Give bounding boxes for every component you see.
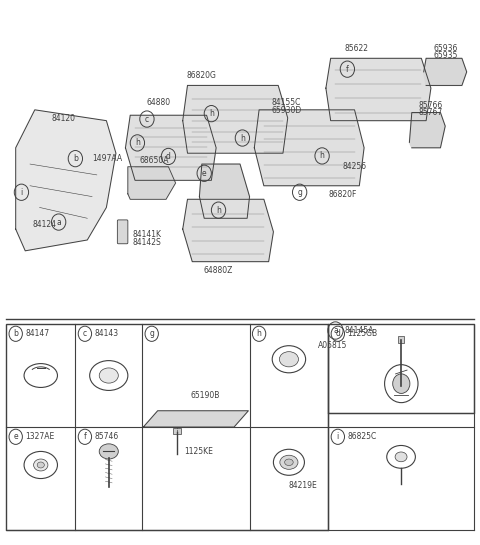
Text: 68650A: 68650A bbox=[140, 156, 169, 165]
Polygon shape bbox=[424, 58, 467, 86]
Ellipse shape bbox=[99, 368, 118, 383]
Polygon shape bbox=[125, 115, 216, 180]
Text: 1125KE: 1125KE bbox=[184, 447, 213, 456]
Text: 84219E: 84219E bbox=[289, 481, 318, 490]
Text: 1327AE: 1327AE bbox=[25, 432, 55, 441]
Polygon shape bbox=[326, 58, 431, 120]
Text: h: h bbox=[216, 205, 221, 215]
Text: a: a bbox=[333, 326, 338, 335]
Polygon shape bbox=[144, 411, 248, 427]
Text: d: d bbox=[336, 329, 340, 338]
Text: e: e bbox=[202, 169, 206, 178]
Text: f: f bbox=[84, 432, 86, 441]
Text: g: g bbox=[149, 329, 154, 338]
Text: h: h bbox=[240, 134, 245, 143]
Text: 64880Z: 64880Z bbox=[204, 266, 233, 275]
Text: 84147: 84147 bbox=[25, 329, 49, 338]
Text: 84256: 84256 bbox=[343, 162, 367, 171]
Text: i: i bbox=[336, 432, 339, 441]
Text: 85767: 85767 bbox=[419, 108, 443, 117]
Text: 65190B: 65190B bbox=[191, 391, 220, 400]
Text: b: b bbox=[73, 154, 78, 163]
Text: c: c bbox=[83, 329, 87, 338]
Text: 84155C: 84155C bbox=[271, 98, 300, 107]
Text: 85746: 85746 bbox=[95, 432, 119, 441]
Text: 85766: 85766 bbox=[419, 101, 443, 110]
Text: 84120: 84120 bbox=[51, 114, 75, 123]
Polygon shape bbox=[254, 110, 364, 186]
Text: 84141K: 84141K bbox=[132, 230, 162, 239]
Text: 85622: 85622 bbox=[345, 44, 369, 53]
Ellipse shape bbox=[395, 452, 407, 462]
Text: h: h bbox=[320, 152, 324, 160]
Text: 84145A: 84145A bbox=[345, 326, 374, 335]
Text: d: d bbox=[166, 152, 171, 161]
Text: 65936: 65936 bbox=[433, 44, 457, 53]
Circle shape bbox=[393, 374, 410, 393]
Polygon shape bbox=[409, 113, 445, 148]
Text: i: i bbox=[20, 187, 23, 197]
Text: 65935: 65935 bbox=[433, 51, 457, 60]
FancyBboxPatch shape bbox=[117, 220, 128, 244]
Text: 1125GB: 1125GB bbox=[348, 329, 377, 338]
Polygon shape bbox=[128, 167, 176, 199]
Polygon shape bbox=[199, 164, 250, 219]
Text: 86825C: 86825C bbox=[348, 432, 377, 441]
Text: 64880: 64880 bbox=[147, 98, 171, 107]
Text: 86820G: 86820G bbox=[187, 71, 217, 80]
Text: h: h bbox=[209, 109, 214, 118]
Ellipse shape bbox=[285, 459, 293, 465]
Ellipse shape bbox=[99, 444, 118, 459]
Text: 84142S: 84142S bbox=[132, 238, 161, 247]
Polygon shape bbox=[16, 110, 116, 251]
Text: c: c bbox=[145, 114, 149, 124]
Text: h: h bbox=[257, 329, 262, 338]
Text: b: b bbox=[13, 329, 18, 338]
Polygon shape bbox=[183, 199, 274, 262]
Text: 84124: 84124 bbox=[32, 220, 56, 229]
Ellipse shape bbox=[37, 462, 44, 468]
Text: 86820F: 86820F bbox=[328, 190, 357, 199]
Polygon shape bbox=[183, 86, 288, 153]
Text: a: a bbox=[56, 217, 61, 227]
Text: g: g bbox=[297, 187, 302, 197]
Ellipse shape bbox=[34, 459, 48, 471]
Text: 65930D: 65930D bbox=[271, 106, 301, 114]
Text: 84143: 84143 bbox=[95, 329, 119, 338]
Text: e: e bbox=[13, 432, 18, 441]
Ellipse shape bbox=[280, 455, 298, 469]
Text: A05815: A05815 bbox=[318, 341, 347, 350]
Ellipse shape bbox=[279, 352, 299, 367]
FancyBboxPatch shape bbox=[398, 336, 405, 343]
Text: 1497AA: 1497AA bbox=[92, 154, 122, 163]
Text: f: f bbox=[346, 65, 349, 74]
FancyBboxPatch shape bbox=[173, 428, 180, 433]
Text: h: h bbox=[135, 138, 140, 147]
